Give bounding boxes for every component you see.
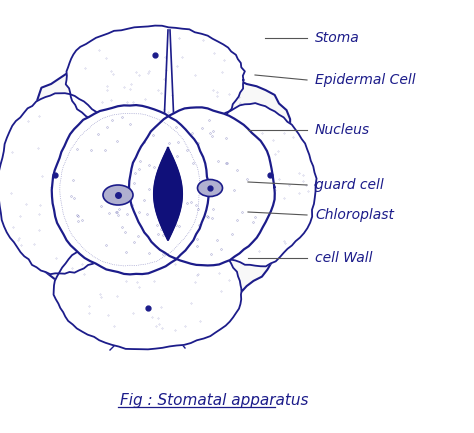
Polygon shape [184, 103, 317, 266]
Text: Fig : Stomatal apparatus: Fig : Stomatal apparatus [120, 392, 309, 407]
Polygon shape [66, 26, 245, 136]
Polygon shape [0, 93, 122, 274]
Text: Epidermal Cell: Epidermal Cell [315, 73, 416, 87]
Polygon shape [154, 148, 182, 240]
Ellipse shape [103, 185, 133, 205]
Polygon shape [54, 228, 242, 349]
Text: Nucleus: Nucleus [315, 123, 370, 137]
Text: Stoma: Stoma [315, 31, 360, 45]
Text: Chloroplast: Chloroplast [315, 208, 394, 222]
Ellipse shape [198, 180, 222, 197]
Polygon shape [10, 42, 301, 329]
Polygon shape [52, 105, 209, 275]
Polygon shape [129, 107, 275, 265]
Text: cell Wall: cell Wall [315, 251, 373, 265]
Text: guard cell: guard cell [315, 178, 384, 192]
